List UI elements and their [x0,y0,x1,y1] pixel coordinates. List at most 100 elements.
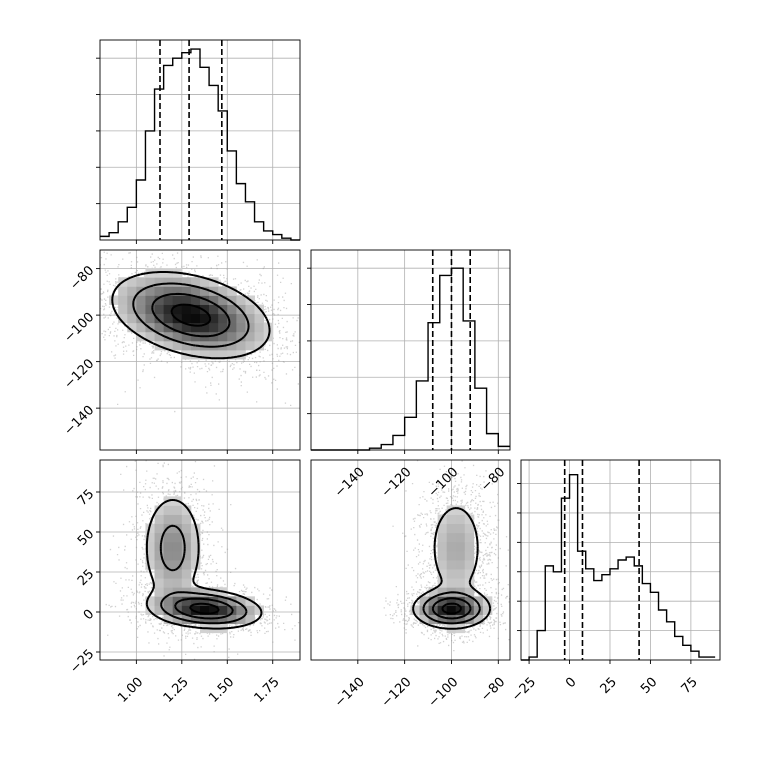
param-2-vs-param-0-density-cell [172,541,183,552]
param-1-vs-param-0-y-tick-label: −140 [61,403,97,439]
param-2-vs-param-0-grid [96,460,300,664]
param-1-vs-param-0-density-cell [236,322,246,333]
param-2-vs-param-0-density-cell [181,523,192,534]
param-2-vs-param-1-x-tick-label: −140 [332,675,368,711]
param-1-vs-param-0-density-cell [163,295,174,305]
param-1-vs-param-0-density-cell [154,286,165,296]
param-1-vs-param-0-density-cell [218,286,228,296]
param-0-marginal-frame [99,39,301,241]
param-1-vs-param-0-density-cell [136,322,146,333]
param-2-vs-param-1-x-tick-label: −100 [426,675,462,711]
param-1-vs-param-0-density-cell [172,322,183,333]
param-2-vs-param-1-density-cell [437,587,448,597]
param-2-vs-param-0-density-cell [181,505,192,515]
param-2-vs-param-1-density-cell [464,560,475,570]
param-2-vs-param-0-density-cell [154,541,165,552]
param-2-vs-param-1-density-cell [446,550,457,561]
param-2-vs-param-1-contour [412,507,492,630]
param-2-vs-param-1-density-cell [473,605,484,615]
param-1-vs-param-0-density-cell [209,331,219,342]
param-2-vs-param-1-density-cell [464,596,475,606]
param-1-vs-param-0-density-cell [218,313,228,324]
param-2-vs-param-1-density-cell [446,532,457,543]
param-1-marginal-x-tick-label: −80 [478,465,508,495]
param-2-vs-param-0-density-cell [236,596,246,606]
param-2-vs-param-0-scatter-points [100,460,300,660]
param-1-vs-param-0-density-cell [181,304,192,315]
param-0-marginal-histogram-step [100,48,300,241]
param-1-marginal-x-tick-label: −140 [332,465,368,501]
param-2-vs-param-1-density-cell [446,514,457,525]
param-2-vs-param-0-y-tick-label: 0 [81,607,97,623]
param-2-vs-param-0-density-cell [172,569,183,579]
param-1-vs-param-0-density-cell [118,295,128,305]
param-1-vs-param-0-density-cell [154,277,165,287]
param-2-vs-param-1-density-cell [437,578,448,588]
param-2-vs-param-1-density-cell [446,596,457,606]
param-2-vs-param-0-density-cell [190,560,201,570]
param-2-vs-param-0-density-cell [190,587,201,597]
param-1-vs-param-0-density-cell [218,331,228,342]
param-2-vs-param-0-density-cell [163,505,174,515]
param-1-vs-param-0-density-cell [145,331,155,342]
param-1-vs-param-0-density-cell [163,304,174,315]
param-2-vs-param-0-density-cell [181,514,192,525]
param-1-vs-param-0-density-cell [218,295,228,305]
param-1-vs-param-0-density-cell [227,350,237,360]
param-2-vs-param-0-density-cell [163,550,174,561]
param-2-vs-param-0-y-tick-label: 75 [75,487,97,509]
param-2-vs-param-0-density-cell [145,523,155,534]
param-1-vs-param-0-frame [99,249,301,451]
param-1-vs-param-0-density-cell [209,313,219,324]
param-2-vs-param-1-density-cell [410,605,420,615]
param-1-vs-param-0-density-cell [200,350,210,360]
param-1-vs-param-0-density-cell [227,322,237,333]
param-2-vs-param-0-x-tick-label: 1.00 [115,675,146,706]
param-1-marginal-frame [310,249,511,451]
param-2-vs-param-0-density-cell [190,596,201,606]
param-2-vs-param-1-density-cell [437,614,448,625]
param-2-vs-param-1-density-cell [464,541,475,552]
param-2-vs-param-1-density [383,460,510,652]
param-1-vs-param-0-density-cell [163,277,174,287]
param-2-vs-param-0-density-cell [154,596,165,606]
param-2-vs-param-0-density-cell [218,605,228,615]
param-1-vs-param-0-density-cell [200,322,210,333]
param-1-vs-param-0-density-cell [254,322,265,333]
param-1-vs-param-0-density-cell [163,331,174,342]
param-2-vs-param-0-density-cell [163,605,174,615]
param-2-vs-param-0-density-cell [154,569,165,579]
param-1-vs-param-0-density-cell [245,340,255,351]
param-2-vs-param-0-density-cell [227,596,237,606]
param-1-vs-param-0-density-cell [245,322,255,333]
param-1-vs-param-0-density-cell [209,304,219,315]
param-2-vs-param-1-frame [310,459,511,661]
param-2-vs-param-1-density-cell [446,523,457,534]
param-2-vs-param-1-contour [431,597,472,620]
param-2-vs-param-0-density-cell [145,596,155,606]
param-1-vs-param-0-density-cell [181,340,192,351]
param-2-vs-param-0-density-cell [163,541,174,552]
param-1-vs-param-0-contour [111,271,271,360]
param-2-vs-param-1-density-cell [419,596,429,606]
param-2-vs-param-0-density-cell [236,605,246,615]
param-2-vs-param-1-density-cell [446,541,457,552]
param-2-vs-param-0-density-cell [154,505,165,515]
param-2-marginal-x-tick-label: 75 [679,675,701,697]
param-2-vs-param-1-density-cell [455,596,466,606]
param-2-vs-param-0-density-cell [154,578,165,588]
param-2-vs-param-0-density-cell [190,541,201,552]
param-2-vs-param-0-density-cell [163,596,174,606]
param-1-vs-param-0-density-cell [209,350,219,360]
param-1-vs-param-0-density-cell [227,295,237,305]
param-2-vs-param-0-density-cell [154,532,165,543]
param-2-vs-param-0-contour [159,524,248,625]
param-1-vs-param-0-scatter-points [100,250,300,413]
param-2-vs-param-0-contour [145,499,263,630]
param-2-marginal-frame [520,459,721,661]
param-1-vs-param-0-density-cell [172,340,183,351]
param-1-vs-param-0-density-cell [163,340,174,351]
param-2-vs-param-1-density-cell [455,569,466,579]
param-2-vs-param-1-density-cell [419,614,429,625]
param-2-vs-param-1-density-cell [473,596,484,606]
